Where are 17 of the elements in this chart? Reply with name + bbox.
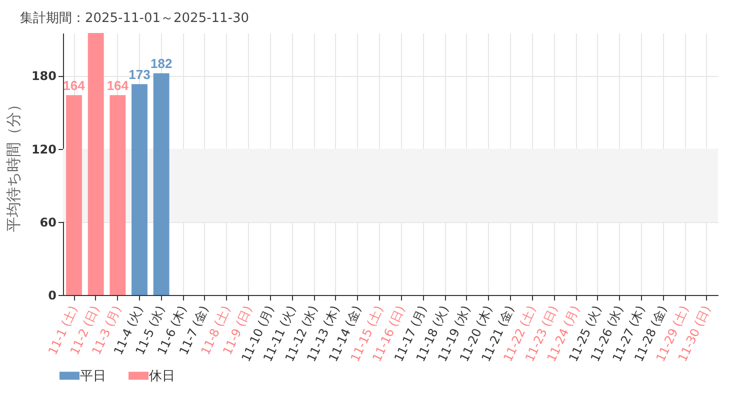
y-tick-label: 180 <box>31 69 56 84</box>
bar <box>88 33 104 295</box>
data-label: 164 <box>63 78 86 94</box>
bar <box>153 73 170 295</box>
y-tick-label: 120 <box>31 142 56 156</box>
y-tick-label: 0 <box>48 288 56 302</box>
data-label: 173 <box>128 67 150 82</box>
data-label: 182 <box>150 56 172 72</box>
y-axis-title: 平均待ち時間（分） <box>4 97 22 232</box>
chart-title: 集計期間：2025-11-01～2025-11-30 <box>20 11 250 26</box>
legend-label: 平日 <box>80 368 106 384</box>
legend-label: 休日 <box>149 368 175 384</box>
y-tick-label: 60 <box>40 215 56 230</box>
data-label: 164 <box>106 78 130 94</box>
bar <box>110 95 126 295</box>
bar <box>132 84 148 295</box>
bar <box>66 95 82 295</box>
